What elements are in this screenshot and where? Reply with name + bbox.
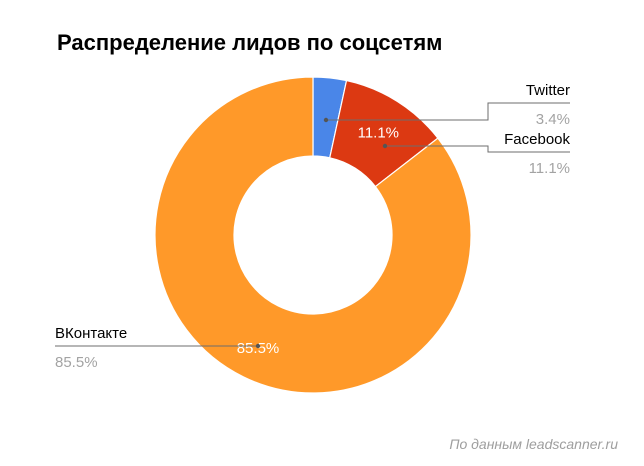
- legend-value-twitter: 3.4%: [536, 111, 570, 128]
- legend-value-facebook: 11.1%: [529, 160, 570, 177]
- leader-dot-facebook: [382, 143, 388, 149]
- chart-title: Распределение лидов по соцсетям: [57, 30, 443, 55]
- leader-line-twitter: [326, 102, 570, 121]
- legend-value-vkontakte: 85.5%: [55, 354, 98, 371]
- leader-dot-vkontakte: [255, 343, 261, 349]
- legend-label-facebook: Facebook: [504, 131, 570, 148]
- legend-label-twitter: Twitter: [526, 82, 570, 99]
- source-note: По данным leadscanner.ru: [449, 436, 618, 452]
- leader-line-facebook: [385, 145, 570, 153]
- slice-vkontakte: [154, 76, 472, 394]
- slice-inner-label-facebook: 11.1%: [358, 124, 399, 141]
- legend-label-vkontakte: ВКонтакте: [55, 325, 127, 342]
- leader-dot-twitter: [323, 117, 329, 123]
- slice-inner-label-vkontakte: 85.5%: [237, 340, 280, 357]
